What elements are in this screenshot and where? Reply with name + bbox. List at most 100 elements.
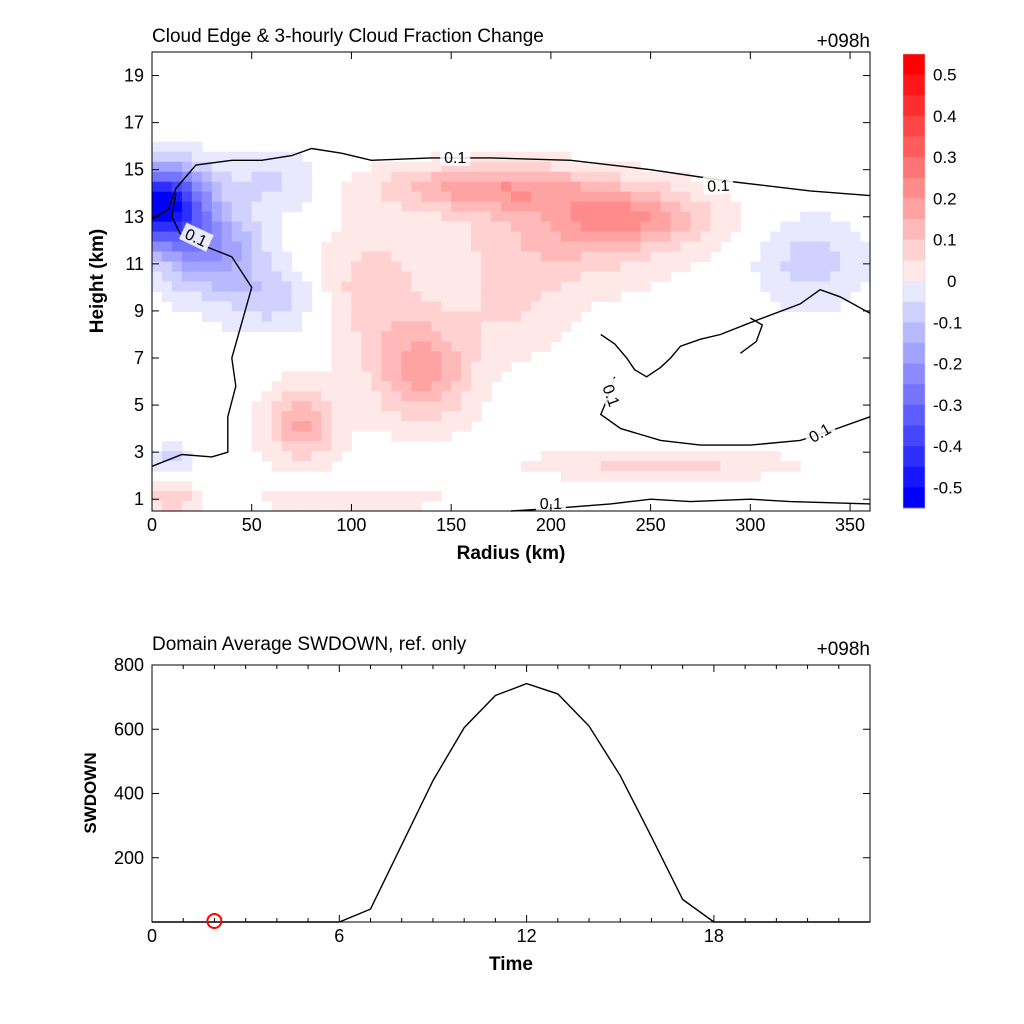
field-cell — [231, 161, 243, 173]
field-cell — [361, 491, 372, 502]
field-cell — [790, 461, 801, 472]
field-cell — [680, 451, 692, 462]
field-cell — [171, 231, 183, 243]
field-cell — [620, 281, 632, 293]
field-cell — [241, 271, 253, 283]
field-cell — [291, 411, 303, 422]
field-cell — [540, 291, 552, 303]
field-cell — [461, 281, 472, 293]
field-cell — [441, 181, 452, 193]
field-cell — [411, 301, 422, 313]
field-cell — [261, 261, 273, 273]
field-cell — [680, 181, 692, 193]
field-cell — [351, 291, 363, 303]
field-cell — [181, 241, 193, 253]
field-cell — [371, 411, 382, 422]
field-cell — [341, 341, 353, 352]
field-cell — [371, 211, 382, 223]
field-cell — [201, 201, 213, 213]
field-cell — [261, 251, 273, 263]
field-cell — [730, 451, 741, 462]
field-cell — [431, 341, 442, 352]
field-cell — [740, 471, 751, 482]
field-cell — [241, 201, 253, 213]
field-cell — [560, 321, 572, 332]
field-cell — [211, 221, 223, 233]
field-cell — [241, 301, 253, 313]
y-tick-label: 1 — [134, 489, 144, 509]
field-cell — [411, 231, 422, 243]
field-cell — [181, 481, 193, 492]
field-cell — [550, 231, 562, 243]
field-cell — [670, 451, 682, 462]
field-cell — [381, 261, 392, 273]
colorbar-tick-label: 0 — [947, 272, 956, 291]
field-cell — [261, 451, 273, 462]
field-cell — [201, 161, 213, 173]
field-cell — [371, 311, 382, 323]
field-cell — [511, 351, 522, 362]
field-cell — [351, 271, 363, 283]
field-cell — [630, 281, 642, 293]
field-cell — [760, 281, 771, 293]
field-cell — [241, 281, 253, 293]
field-cell — [690, 211, 702, 223]
field-cell — [391, 291, 402, 303]
field-cell — [191, 271, 203, 283]
field-cell — [361, 291, 372, 303]
field-cell — [461, 321, 472, 332]
field-cell — [501, 211, 512, 223]
field-cell — [610, 201, 622, 213]
field-cell — [341, 291, 353, 303]
field-cell — [461, 371, 472, 382]
field-cell — [221, 231, 233, 243]
field-cell — [231, 211, 243, 223]
field-cell — [371, 271, 382, 283]
field-cell — [291, 191, 303, 203]
field-cell — [720, 201, 731, 213]
field-cell — [431, 151, 442, 163]
y-tick-label: 200 — [114, 848, 144, 868]
field-cell — [281, 161, 293, 173]
field-cell — [550, 321, 562, 332]
field-cell — [700, 451, 712, 462]
field-cell — [441, 171, 452, 183]
field-cell — [311, 411, 323, 422]
field-cell — [750, 471, 761, 482]
field-cell — [161, 291, 173, 303]
field-cell — [461, 391, 472, 402]
field-cell — [471, 151, 482, 163]
field-cell — [351, 371, 363, 382]
field-cell — [441, 211, 452, 223]
field-cell — [441, 301, 452, 313]
field-cell — [361, 341, 372, 352]
field-cell — [560, 181, 572, 193]
field-cell — [191, 491, 203, 502]
field-cell — [620, 271, 632, 283]
field-cell — [391, 401, 402, 412]
field-cell — [520, 331, 532, 342]
field-cell — [600, 261, 612, 273]
field-cell — [361, 361, 372, 372]
field-cell — [271, 231, 283, 243]
field-cell — [620, 201, 632, 213]
colorbar-tick-label: 0.4 — [933, 107, 957, 126]
field-cell — [311, 431, 323, 442]
field-cell — [540, 201, 552, 213]
field-cell — [411, 211, 422, 223]
field-cell — [860, 271, 871, 283]
field-cell — [570, 451, 582, 462]
field-cell — [600, 221, 612, 233]
field-cell — [700, 221, 712, 233]
field-cell — [461, 291, 472, 303]
colorbar-band — [903, 384, 925, 406]
field-cell — [840, 231, 851, 243]
field-cell — [361, 171, 372, 183]
field-cell — [211, 251, 223, 263]
field-cell — [152, 281, 163, 293]
field-cell — [441, 281, 452, 293]
field-cell — [511, 221, 522, 233]
field-cell — [281, 431, 293, 442]
field-cell — [331, 411, 343, 422]
